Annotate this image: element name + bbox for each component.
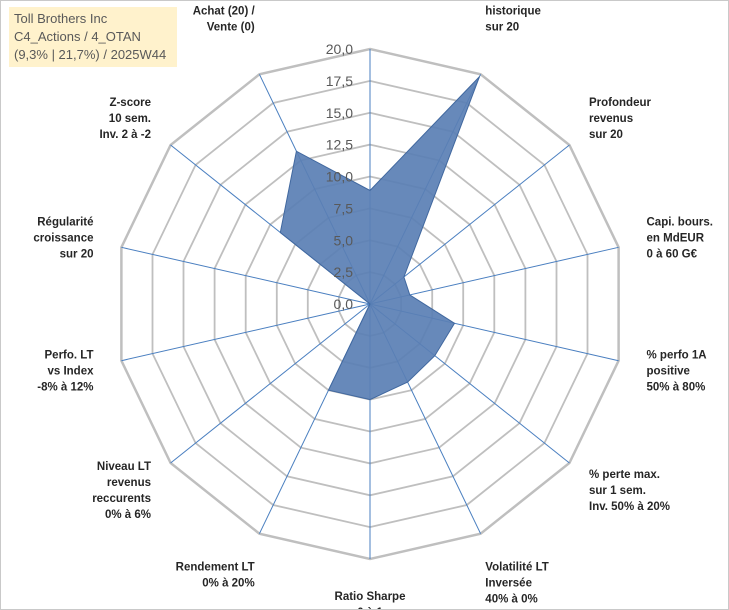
axis-label-line: Inversée — [485, 578, 532, 590]
axis-label-line: revenus — [107, 477, 151, 489]
period-label: (9,3% | 21,7%) / 2025W44 — [14, 47, 167, 62]
axis-label-line: 0% à 20% — [202, 578, 254, 590]
tick-label: 7,5 — [334, 200, 354, 216]
axis-label-line: Achat (20) / — [193, 6, 256, 18]
axis-label-line: revenus — [589, 113, 633, 125]
axis-label: Régularité croissance sur 20 — [33, 217, 93, 261]
axis-label-line: % perfo 1A — [647, 349, 707, 361]
axis-label-line: historique — [485, 6, 541, 18]
axis-label: Rendement LT 0% à 20% — [176, 562, 255, 590]
axis-label-line: en MdEUR — [647, 233, 705, 245]
axis-label: % perte max. sur 1 sem. Inv. 50% à 20% — [589, 469, 670, 513]
info-box: Toll Brothers Inc C4_Actions / 4_OTAN (9… — [9, 7, 177, 67]
axis-spoke — [121, 303, 371, 362]
axis-label-line: Niveau LT — [97, 461, 151, 473]
axis-label-line: sur 20 — [589, 129, 623, 141]
tick-label: 2,5 — [334, 264, 354, 280]
axis-label-line: 10 sem. — [109, 113, 151, 125]
portfolio-label: C4_Actions / 4_OTAN — [14, 29, 141, 44]
axis-label-line: Z-score — [109, 97, 151, 109]
axis-label-line: vs Index — [47, 365, 94, 377]
axis-label-line: Inv. 2 à -2 — [99, 129, 151, 141]
axis-label-line: Volatilité LT — [485, 562, 548, 574]
axis-label-line: Inv. 50% à 20% — [589, 501, 670, 513]
axis-label-line: Profondeur — [589, 97, 651, 109]
axis-label-line: Rendement LT — [176, 562, 255, 574]
tick-label: 10,0 — [326, 169, 353, 185]
axis-label: Ratio Sharpe 0 à 1 — [335, 591, 406, 609]
axis-label-line: 0% à 6% — [105, 509, 151, 521]
tick-label: 17,5 — [326, 73, 353, 89]
axis-label: Profondeur historique sur 20 — [485, 1, 547, 34]
axis-label-line: Capi. bours. — [647, 217, 713, 229]
axis-spoke — [170, 303, 371, 464]
tick-label: 15,0 — [326, 105, 353, 121]
company-name: Toll Brothers Inc — [14, 11, 108, 26]
axis-label-line: croissance — [33, 233, 93, 245]
axis-label-line: 0 à 60 G€ — [647, 249, 698, 261]
axis-label: Volatilité LT Inversée 40% à 0% — [485, 562, 548, 606]
axis-label: Momentum Achat (20) / Vente (0) — [193, 1, 256, 34]
axis-label-line: sur 20 — [485, 22, 519, 34]
axis-label-line: -8% à 12% — [37, 381, 93, 393]
axis-label-line: Vente (0) — [207, 22, 255, 34]
axis-label-line: sur 20 — [60, 249, 94, 261]
axis-label-line: ESG sur 20 — [339, 1, 400, 4]
axis-label-line: sur 1 sem. — [589, 485, 646, 497]
axis-label: Capi. bours. en MdEUR 0 à 60 G€ — [647, 217, 713, 261]
tick-label: 5,0 — [334, 232, 354, 248]
axis-label: Z-score 10 sem. Inv. 2 à -2 — [99, 97, 151, 141]
axis-label: NoteESG sur 20 — [339, 1, 400, 4]
axis-label-line: Profondeur — [485, 1, 547, 2]
axis-label-line: 50% à 80% — [647, 381, 706, 393]
axis-label: Profondeur revenus sur 20 — [589, 97, 651, 141]
axis-label-line: % perte max. — [589, 469, 660, 481]
axis-spoke — [369, 246, 619, 305]
axis-label-line: 0 à 1 — [357, 607, 383, 609]
axis-spoke — [121, 246, 371, 305]
axis-label-line: Ratio Sharpe — [335, 591, 406, 603]
tick-label: 0,0 — [334, 296, 354, 312]
axis-label: Niveau LT revenus reccurents 0% à 6% — [92, 461, 151, 521]
tick-label: 12,5 — [326, 137, 353, 153]
axis-label: Perfo. LT vs Index -8% à 12% — [37, 349, 94, 393]
axis-label-line: Momentum — [193, 1, 254, 2]
tick-label: 20,0 — [326, 41, 353, 57]
axis-label: % perfo 1A positive 50% à 80% — [647, 349, 707, 393]
axis-label-line: 40% à 0% — [485, 594, 537, 606]
axis-label-line: positive — [647, 365, 690, 377]
axis-label-line: Régularité — [37, 217, 93, 229]
axis-label-line: reccurents — [92, 493, 151, 505]
axis-label-line: Perfo. LT — [45, 349, 94, 361]
